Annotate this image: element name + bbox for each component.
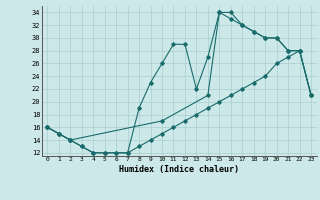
- X-axis label: Humidex (Indice chaleur): Humidex (Indice chaleur): [119, 165, 239, 174]
